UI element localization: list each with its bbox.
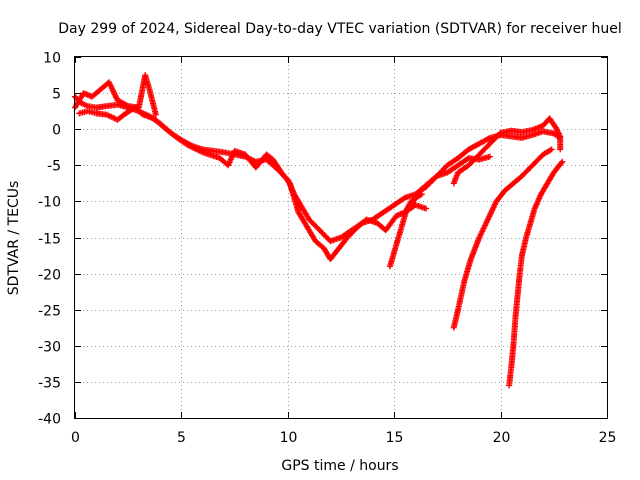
x-tick-label: 0 [71, 430, 80, 446]
x-axis-title: GPS time / hours [281, 458, 398, 474]
x-tick-label: 10 [280, 430, 298, 446]
data-marks [72, 72, 566, 389]
y-tick-label: -10 [38, 195, 61, 211]
y-tick-label: 10 [43, 51, 61, 67]
x-tick-label: 20 [493, 430, 511, 446]
x-tick-label: 5 [177, 430, 186, 446]
y-tick-label: -25 [38, 304, 61, 320]
y-tick-label: -40 [38, 412, 61, 428]
data-point [423, 205, 430, 212]
series-4 [386, 191, 425, 270]
y-tick-label: -20 [38, 268, 61, 284]
data-point [558, 159, 565, 166]
series-6 [450, 115, 564, 187]
y-tick-label: -15 [38, 232, 61, 248]
y-tick-label: -5 [47, 159, 61, 175]
data-point [123, 102, 130, 109]
data-point [485, 135, 492, 142]
data-point [152, 111, 159, 118]
y-tick-label: -35 [38, 376, 61, 392]
series-7 [450, 146, 555, 331]
plot-frame [74, 56, 608, 419]
x-tick-label: 25 [599, 430, 617, 446]
y-axis-title: SDTVAR / TECUs [6, 181, 22, 296]
data-point [559, 158, 566, 165]
series-8 [506, 158, 566, 389]
series-3 [76, 104, 430, 263]
data-point [548, 146, 555, 153]
tick-labels: 0 5 10 15 20 25 -40 -35 -30 -25 -20 -15 -10 -5 0 5 10 [38, 51, 616, 447]
x-tick-label: 15 [386, 430, 404, 446]
y-tick-label: 0 [52, 123, 61, 139]
data-point [557, 146, 564, 153]
y-tick-label: -30 [38, 340, 61, 356]
data-point [486, 153, 493, 160]
y-tick-label: 5 [52, 87, 61, 103]
chart-title: Day 299 of 2024, Sidereal Day-to-day VTE… [58, 21, 621, 37]
